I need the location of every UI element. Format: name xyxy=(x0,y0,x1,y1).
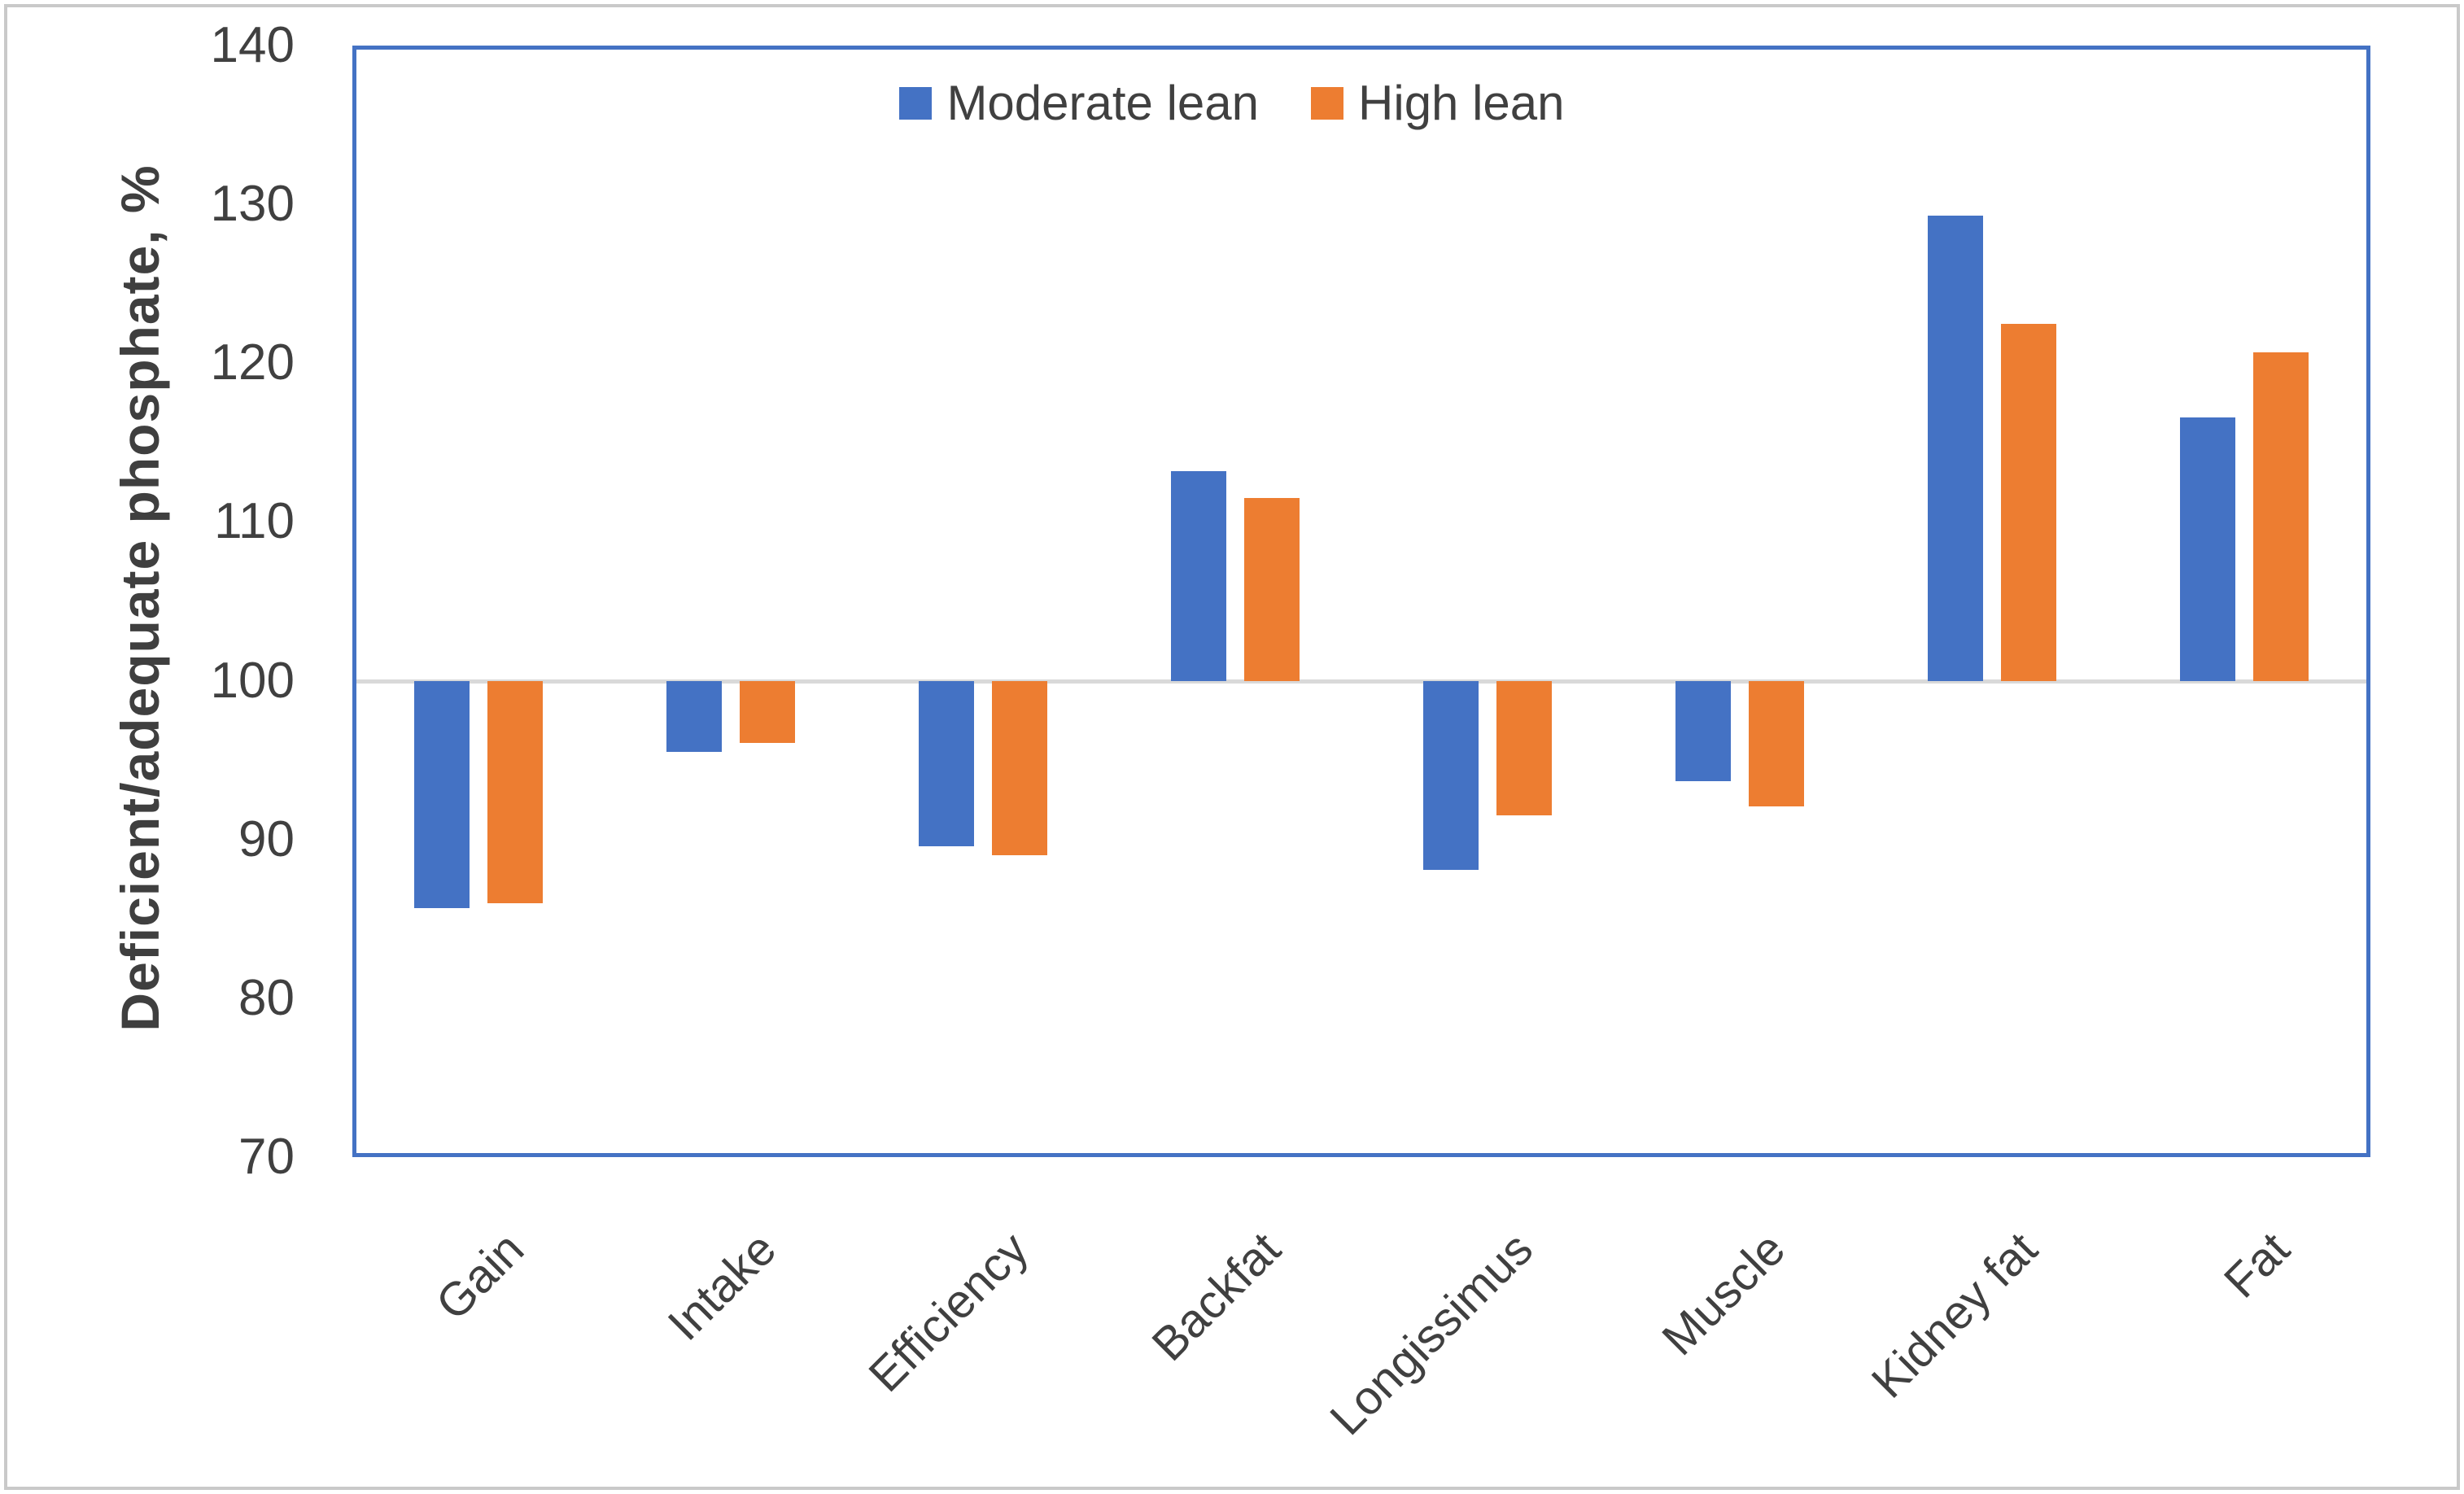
legend: Moderate lean High lean xyxy=(0,75,2464,131)
x-label-longissimus: Longissimus xyxy=(1320,1222,1544,1446)
legend-label-moderate-lean: Moderate lean xyxy=(946,76,1260,130)
x-label-intake: Intake xyxy=(658,1222,787,1351)
x-label-fat: Fat xyxy=(2213,1222,2300,1308)
y-axis-title: Deficient/adequate phosphate, % xyxy=(110,164,170,1032)
x-label-muscle: Muscle xyxy=(1652,1222,1796,1366)
legend-swatch-moderate-lean xyxy=(899,86,933,120)
y-tick-140: 140 xyxy=(210,17,295,73)
x-label-backfat: Backfat xyxy=(1142,1222,1291,1371)
legend-item-high-lean: High lean xyxy=(1311,75,1565,131)
x-label-kidney-fat: Kidney fat xyxy=(1861,1222,2048,1409)
legend-swatch-high-lean xyxy=(1311,86,1344,120)
x-label-efficiency: Efficiency xyxy=(858,1222,1039,1402)
y-tick-70: 70 xyxy=(238,1129,295,1185)
legend-label-high-lean: High lean xyxy=(1358,76,1565,130)
x-label-gain: Gain xyxy=(426,1222,535,1330)
baseline-gridline-100 xyxy=(352,679,2370,684)
plot-area-border xyxy=(352,46,2370,1157)
legend-item-moderate-lean: Moderate lean xyxy=(899,75,1259,131)
